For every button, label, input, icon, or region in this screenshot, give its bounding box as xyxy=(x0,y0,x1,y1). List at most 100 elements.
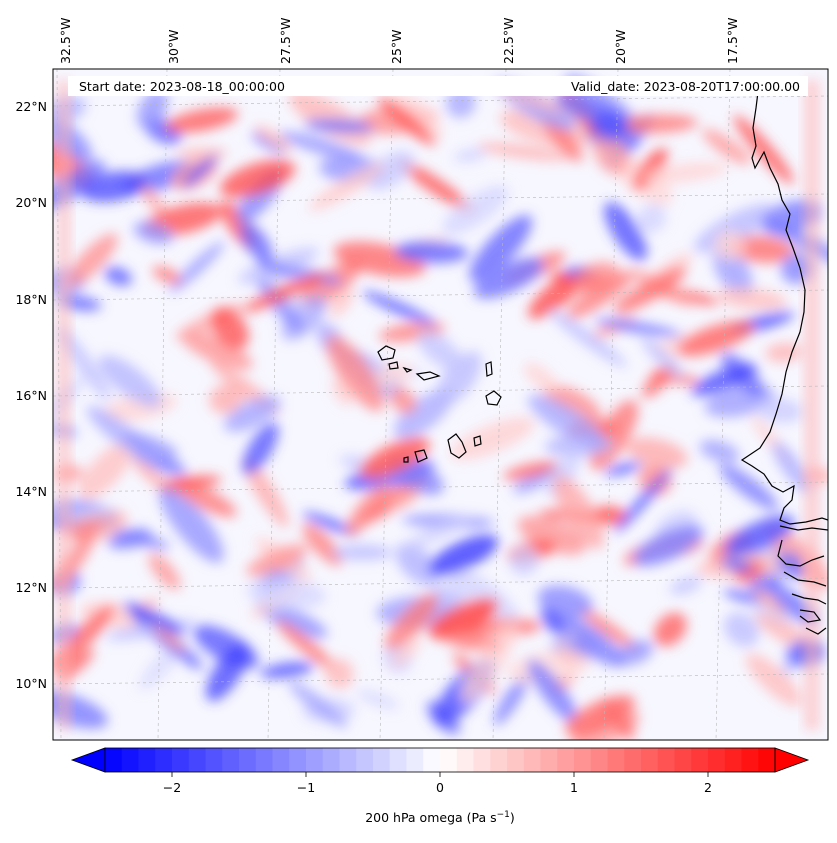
colorbar-max-extend xyxy=(774,747,810,773)
colorbar-ticks: −2 −1 0 1 2 xyxy=(163,772,712,795)
colorbar-step xyxy=(574,748,592,772)
longitude-labels: 32.5°W 30°W 27.5°W 25°W 22.5°W 20°W 17.5… xyxy=(58,18,740,64)
lon-label: 22.5°W xyxy=(501,18,516,64)
omega-cell xyxy=(638,464,672,496)
omega-cell xyxy=(669,576,702,595)
lat-label: 10°N xyxy=(15,676,47,691)
omega-cell xyxy=(302,523,343,566)
coastlines xyxy=(377,91,828,635)
omega-cell xyxy=(633,148,669,191)
lat-label: 18°N xyxy=(15,292,47,307)
colorbar-tick-label: 0 xyxy=(436,780,444,795)
omega-cell xyxy=(65,233,118,287)
lon-label: 30°W xyxy=(166,29,181,64)
omega-cell xyxy=(553,475,604,550)
omega-cell xyxy=(527,394,606,448)
omega-cell xyxy=(591,111,628,141)
omega-cell xyxy=(165,107,239,134)
omega-cell xyxy=(257,278,304,332)
omega-cell xyxy=(242,456,289,528)
omega-cell xyxy=(469,215,533,282)
omega-cell xyxy=(384,593,439,651)
omega-cell xyxy=(542,115,583,162)
omega-cell xyxy=(716,287,787,310)
omega-cell xyxy=(242,422,279,475)
omega-cell xyxy=(614,467,672,534)
omega-cell xyxy=(436,351,482,406)
colorbar-label: 200 hPa omega (Pa s−1) xyxy=(365,810,515,825)
omega-cell xyxy=(345,483,390,536)
colorbar-step xyxy=(624,748,642,772)
right-boundary-band xyxy=(805,80,819,730)
lon-label: 27.5°W xyxy=(278,18,293,64)
start-date-label: Start date: 2023-08-18_00:00:00 xyxy=(79,79,285,94)
colorbar-step xyxy=(540,748,558,772)
lon-label: 17.5°W xyxy=(725,18,740,64)
colorbar-step xyxy=(188,748,206,772)
omega-feature xyxy=(359,437,430,479)
colorbar-step xyxy=(691,748,709,772)
omega-cell xyxy=(676,320,755,357)
omega-cell xyxy=(331,544,393,561)
colorbar-step xyxy=(373,748,391,772)
colorbar-step xyxy=(155,748,173,772)
omega-cell xyxy=(80,170,147,203)
omega-cell xyxy=(279,131,365,162)
colorbar-step xyxy=(674,748,692,772)
boa-vista-island xyxy=(485,390,502,406)
omega-cell xyxy=(246,544,308,577)
omega-cell xyxy=(395,543,440,586)
colorbar-tick-label: −1 xyxy=(297,780,315,795)
sal-island xyxy=(485,361,493,377)
lat-label: 16°N xyxy=(15,388,47,403)
colorbar-step xyxy=(406,748,424,772)
colorbar-step xyxy=(657,748,675,772)
colorbar-step xyxy=(389,748,407,772)
omega-cell xyxy=(389,489,421,511)
omega-cell xyxy=(69,519,105,539)
colorbar-step xyxy=(473,748,491,772)
colorbar-step xyxy=(306,748,324,772)
omega-cell xyxy=(402,515,474,550)
colorbar-step xyxy=(741,748,759,772)
omega-cell xyxy=(58,327,111,401)
omega-cell xyxy=(205,643,249,702)
omega-cell xyxy=(281,294,327,341)
colorbar-step xyxy=(322,748,340,772)
omega-cell xyxy=(246,578,327,610)
omega-cell xyxy=(540,606,564,635)
omega-feature xyxy=(428,597,499,639)
colorbar-step xyxy=(172,748,190,772)
colorbar-step xyxy=(272,748,290,772)
omega-cell xyxy=(653,612,687,647)
omega-cell xyxy=(148,553,181,590)
omega-cell xyxy=(450,417,535,460)
omega-cell xyxy=(389,387,417,414)
colorbar-step xyxy=(289,748,307,772)
colorbar: −2 −1 0 1 2 200 hPa omega (Pa s−1) xyxy=(70,747,810,825)
colorbar-step xyxy=(456,748,474,772)
sao-vicente-island xyxy=(388,361,399,370)
omega-cell xyxy=(461,621,518,703)
omega-cell xyxy=(694,203,775,253)
omega-cell xyxy=(604,201,648,261)
omega-cell xyxy=(729,235,795,263)
omega-cell xyxy=(613,267,687,314)
colorbar-step xyxy=(423,748,441,772)
colorbar-tick-label: 1 xyxy=(570,780,578,795)
omega-feature xyxy=(428,534,499,576)
omega-cell xyxy=(182,151,221,188)
omega-cell xyxy=(509,546,539,576)
omega-cell xyxy=(745,653,803,707)
santiago-island xyxy=(447,433,467,459)
colorbar-step xyxy=(356,748,374,772)
omega-cell xyxy=(752,589,789,615)
omega-cell xyxy=(720,558,753,573)
omega-cell xyxy=(713,246,753,297)
left-boundary-band xyxy=(58,80,70,730)
omega-feature xyxy=(565,695,636,737)
omega-cell xyxy=(180,330,253,370)
colorbar-tick-label: −2 xyxy=(163,780,181,795)
omega-cell xyxy=(527,659,578,724)
